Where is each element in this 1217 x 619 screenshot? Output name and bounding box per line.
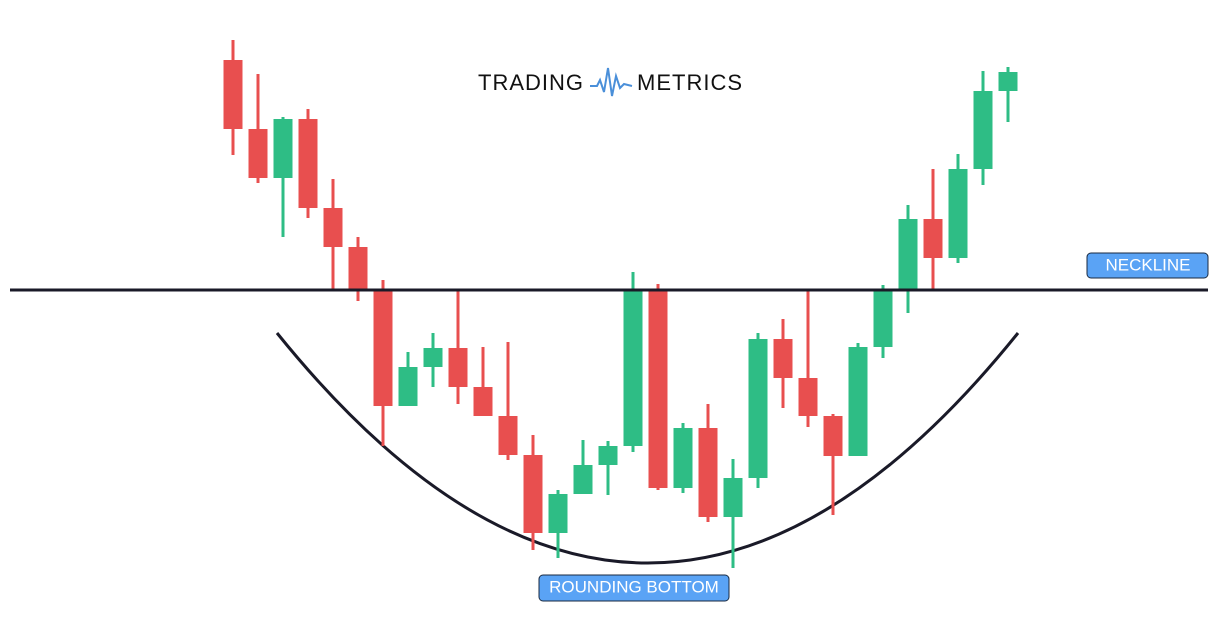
candle-body — [773, 339, 793, 378]
candle-body — [873, 289, 893, 347]
candle-body — [598, 446, 618, 465]
candle-body — [498, 416, 518, 455]
candle-body — [273, 119, 293, 178]
candle-body — [398, 367, 418, 406]
candle-body — [948, 169, 968, 258]
neckline-label: NECKLINE — [1105, 255, 1190, 274]
candle-body — [698, 428, 718, 517]
candle-body — [848, 347, 868, 456]
candle-body — [623, 289, 643, 446]
candle-body — [748, 339, 768, 478]
candle-body — [898, 219, 918, 289]
candle-body — [673, 428, 693, 488]
neckline-label-box — [1086, 252, 1209, 279]
candle-body — [248, 129, 268, 178]
candle-body — [523, 455, 543, 533]
candle-body — [473, 387, 493, 416]
pattern-label: ROUNDING BOTTOM — [549, 577, 719, 596]
candle-body — [923, 219, 943, 258]
brand-left: TRADING — [478, 70, 584, 95]
candle-body — [573, 465, 593, 494]
rounding-curve — [275, 332, 1020, 565]
candle-body — [973, 91, 993, 169]
candle-body — [348, 247, 368, 289]
candle-body — [373, 289, 393, 406]
pattern-label-box — [538, 574, 730, 602]
candle-body — [448, 348, 468, 387]
candle-body — [298, 119, 318, 208]
candle-body — [798, 378, 818, 416]
candle-body — [423, 348, 443, 367]
candle-body — [323, 208, 343, 247]
candle-body — [823, 416, 843, 456]
candle-body — [998, 72, 1018, 91]
candle-body — [648, 289, 668, 488]
brand-logo — [590, 67, 633, 97]
brand-right: METRICS — [637, 70, 743, 95]
candle-body — [723, 478, 743, 517]
candle-body — [223, 60, 243, 129]
candle-body — [548, 494, 568, 533]
